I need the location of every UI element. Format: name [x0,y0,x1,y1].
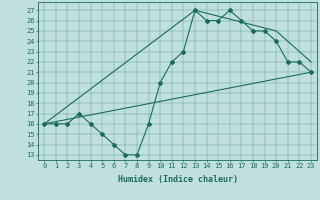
X-axis label: Humidex (Indice chaleur): Humidex (Indice chaleur) [118,175,238,184]
